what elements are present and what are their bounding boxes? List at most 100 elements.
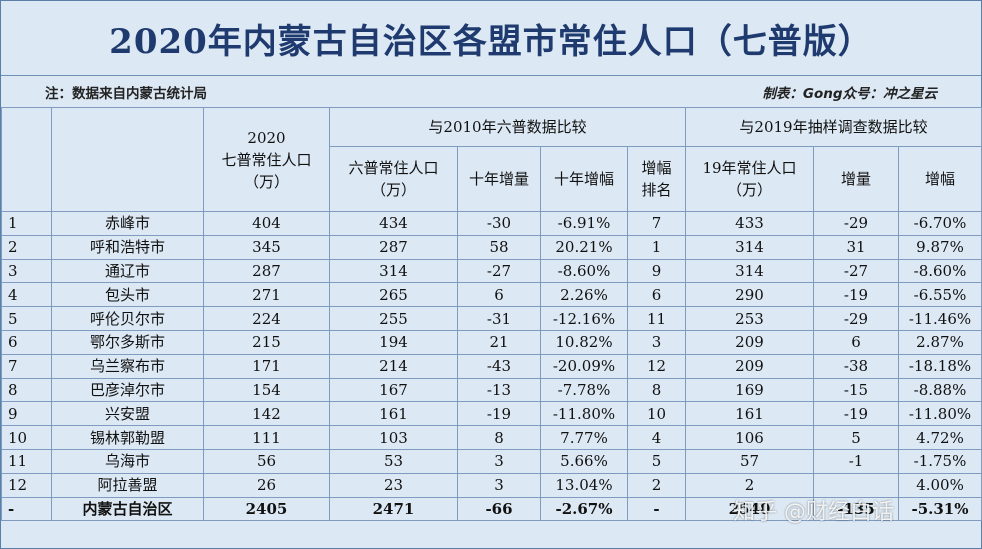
cell-increase-2019: 31 [813, 234, 899, 260]
cell-increase-2019: -1 [813, 448, 899, 474]
header-ten-year-rate: 十年增幅 [540, 146, 628, 212]
cell-population-2010: 161 [329, 401, 458, 427]
cell-rate-2019: -8.60% [898, 258, 982, 284]
cell-ten-year-rate: 10.82% [540, 329, 628, 355]
cell-population-2020: 404 [203, 211, 330, 236]
table-row: 8 巴彦淖尔市 154 167 -13 -7.78% 8 169 -15 -8.88% [1, 377, 982, 403]
cell-population-2010: 194 [329, 329, 458, 355]
header-2019-increase: 增量 [813, 146, 899, 212]
author-note: 制表：Gong众号：冲之星云 [762, 86, 937, 102]
cell-ten-year-increase: -30 [457, 211, 541, 236]
cell-increase-2019: -38 [813, 353, 899, 379]
table-row: 5 呼伦贝尔市 224 255 -31 -12.16% 11 253 -29 -11.46% [1, 306, 982, 331]
cell-ten-year-rate: 2.26% [540, 282, 628, 308]
cell-population-2019: 169 [685, 377, 814, 403]
cell-population-2010: 23 [329, 472, 458, 498]
cell-row-number: 1 [1, 211, 52, 236]
cell-population-2020: 224 [203, 306, 330, 331]
cell-rate-rank: 10 [627, 401, 686, 427]
page-title: 2020年内蒙古自治区各盟市常住人口（七普版） [109, 21, 873, 62]
header-2020-line2: 七普常住人口 [221, 150, 312, 169]
cell-rate-rank: 7 [627, 211, 686, 236]
header-2010-line2: （万） [370, 181, 416, 199]
cell-rate-2019: -1.75% [898, 448, 982, 474]
cell-city-name: 锡林郭勒盟 [51, 425, 204, 450]
cell-ten-year-rate: 5.66% [540, 448, 628, 474]
cell-rate-2019: 4.00% [898, 472, 982, 498]
header-rank-line2: 排名 [641, 181, 672, 199]
cell-ten-year-increase: -13 [457, 377, 541, 403]
cell-rate-2019: 9.87% [898, 234, 982, 260]
cell-increase-2019: 5 [813, 425, 899, 450]
population-table: 2020 七普常住人口 （万） 与2010年六普数据比较 与2019年抽样调查数… [1, 107, 982, 522]
cell-row-number: 2 [1, 234, 52, 260]
cell-ten-year-increase: -27 [457, 258, 541, 284]
cell-ten-year-increase: -19 [457, 401, 541, 427]
cell-city-name: 呼和浩特市 [51, 234, 204, 260]
cell-rate-2019: -6.70% [898, 211, 982, 236]
cell-population-2010: 434 [329, 211, 458, 236]
cell-rate-rank: 9 [627, 258, 686, 284]
cell-population-2010: 167 [329, 377, 458, 403]
cell-population-2020: 142 [203, 401, 330, 427]
cell-rate-2019: -11.80% [898, 401, 982, 427]
cell-population-2020: 271 [203, 282, 330, 308]
cell-rate-2019: -18.18% [898, 353, 982, 379]
cell-city-name: 内蒙古自治区 [51, 496, 204, 522]
cell-ten-year-rate: -2.67% [540, 496, 628, 522]
cell-city-name: 阿拉善盟 [51, 472, 204, 498]
cell-rate-rank: 3 [627, 329, 686, 355]
cell-ten-year-increase: 6 [457, 282, 541, 308]
cell-ten-year-rate: 20.21% [540, 234, 628, 260]
header-2020-line1: 2020 [247, 128, 286, 147]
cell-population-2020: 154 [203, 377, 330, 403]
cell-population-2010: 103 [329, 425, 458, 450]
header-2010-line1: 六普常住人口 [348, 159, 439, 177]
cell-ten-year-increase: 3 [457, 448, 541, 474]
cell-population-2019: 433 [685, 211, 814, 236]
cell-population-2010: 265 [329, 282, 458, 308]
cell-city-name: 兴安盟 [51, 401, 204, 427]
cell-population-2020: 345 [203, 234, 330, 260]
cell-population-2020: 111 [203, 425, 330, 450]
cell-rate-rank: - [627, 496, 686, 522]
cell-city-name: 巴彦淖尔市 [51, 377, 204, 403]
cell-city-name: 乌兰察布市 [51, 353, 204, 379]
header-no [1, 107, 52, 212]
cell-city-name: 通辽市 [51, 258, 204, 284]
cell-population-2010: 255 [329, 306, 458, 331]
cell-increase-2019: -29 [813, 211, 899, 236]
header-2020-population: 2020 七普常住人口 （万） [203, 107, 330, 212]
cell-population-2020: 171 [203, 353, 330, 379]
total-row: - 内蒙古自治区 2405 2471 -66 -2.67% -2540 -135 -5.31% [1, 496, 982, 522]
cell-population-2019: 2 [685, 472, 814, 498]
cell-row-number: 5 [1, 306, 52, 331]
cell-row-number: 6 [1, 329, 52, 355]
cell-row-number: 9 [1, 401, 52, 427]
cell-ten-year-increase: -66 [457, 496, 541, 522]
table-row: 12 阿拉善盟 26 23 3 13.04% 2 2 4.00% [1, 472, 982, 498]
cell-rate-2019: -8.88% [898, 377, 982, 403]
header-rate-rank: 增幅 排名 [627, 146, 686, 212]
cell-population-2020: 215 [203, 329, 330, 355]
table-row: 2 呼和浩特市 345 287 58 20.21% 1 314 31 9.87% [1, 234, 982, 260]
cell-rate-rank: 5 [627, 448, 686, 474]
cell-row-number: 12 [1, 472, 52, 498]
cell-rate-rank: 1 [627, 234, 686, 260]
cell-population-2010: 287 [329, 234, 458, 260]
cell-ten-year-rate: -20.09% [540, 353, 628, 379]
cell-population-2020: 287 [203, 258, 330, 284]
table-row: 4 包头市 271 265 6 2.26% 6 290 -19 -6.55% [1, 282, 982, 308]
header-2019-line2: （万） [726, 181, 772, 199]
source-note: 注：数据来自内蒙古统计局 [45, 86, 207, 102]
header-rank-line1: 增幅 [641, 159, 672, 177]
header-2019-population: 19年常住人口 （万） [685, 146, 814, 212]
cell-rate-rank: 2 [627, 472, 686, 498]
table-row: 1 赤峰市 404 434 -30 -6.91% 7 433 -29 -6.70% [1, 211, 982, 236]
cell-city-name: 乌海市 [51, 448, 204, 474]
cell-increase-2019: -29 [813, 306, 899, 331]
header-group-2019: 与2019年抽样调查数据比较 [685, 107, 982, 147]
cell-increase-2019: -27 [813, 258, 899, 284]
header-group-2010: 与2010年六普数据比较 [329, 107, 686, 147]
